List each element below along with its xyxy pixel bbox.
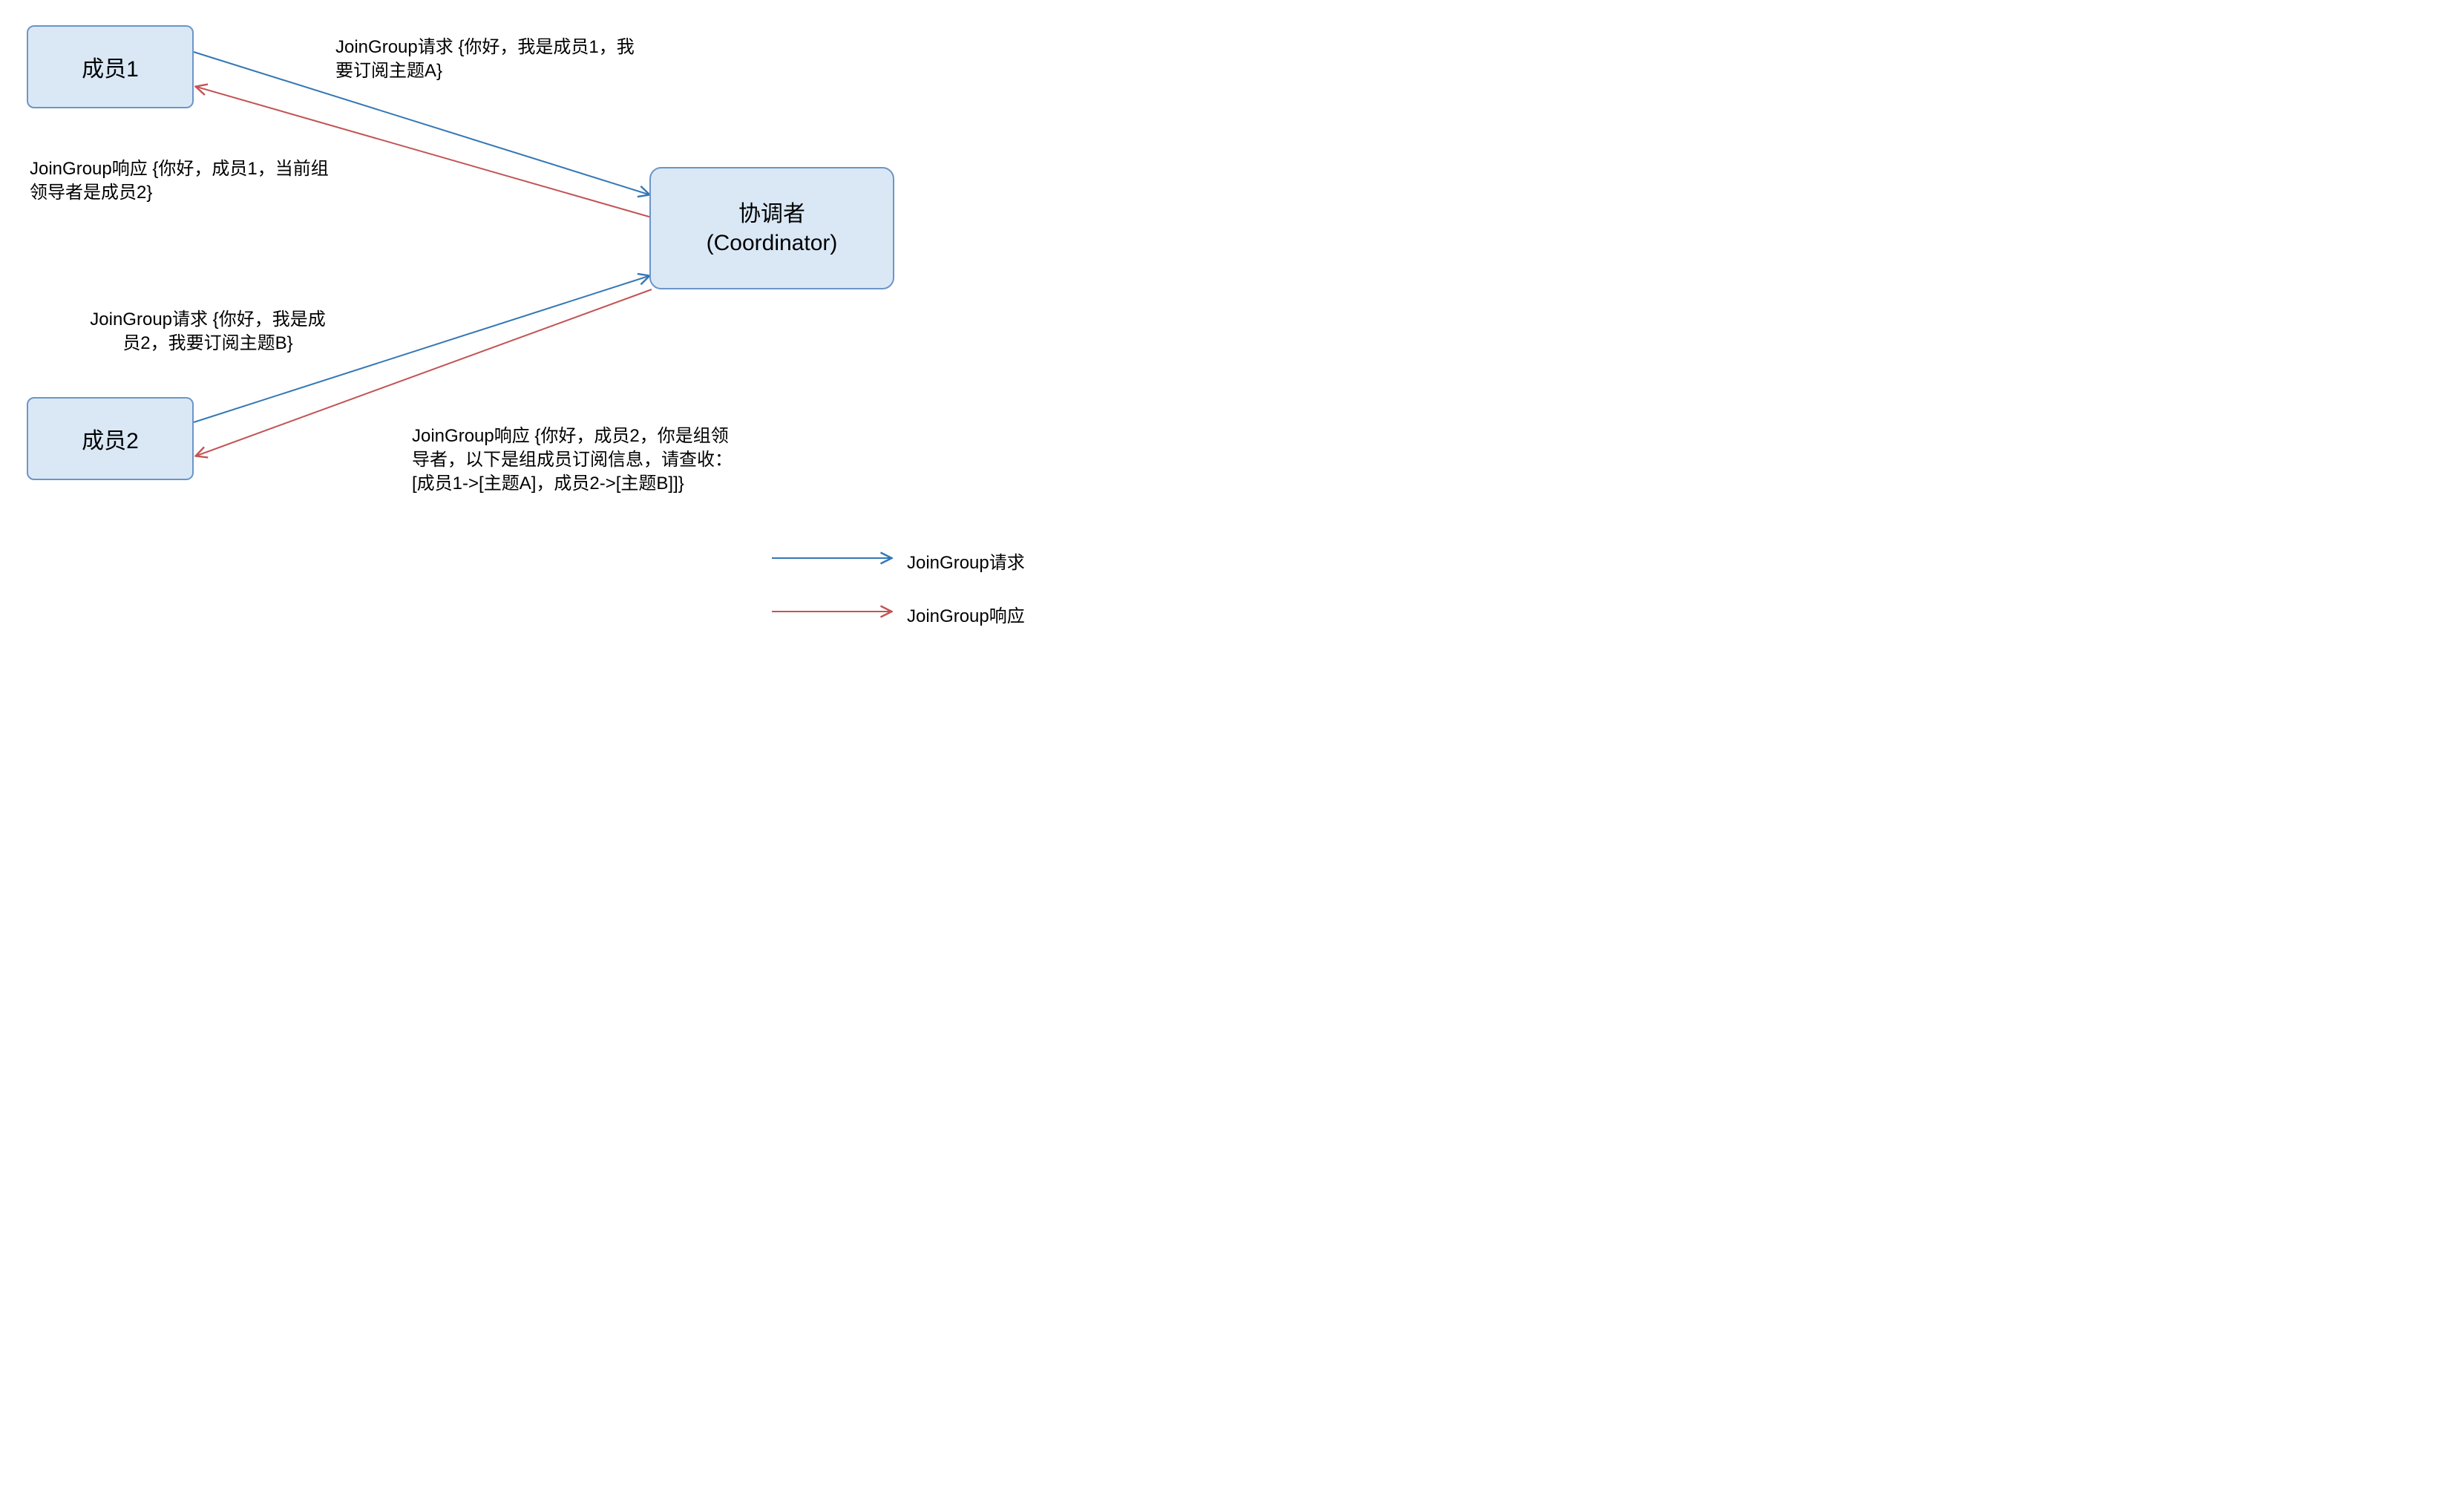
- label-line: JoinGroup请求 {你好，我是成: [74, 308, 341, 332]
- legend-response-text: JoinGroup响应: [907, 601, 1025, 627]
- label-line: 员2，我要订阅主题B}: [74, 332, 341, 355]
- label-line: JoinGroup响应 {你好，成员2，你是组领: [412, 425, 733, 448]
- label-line: JoinGroup响应 {你好，成员1，当前组: [30, 157, 329, 181]
- label-m2-response: JoinGroup响应 {你好，成员2，你是组领 导者，以下是组成员订阅信息，请…: [412, 425, 733, 496]
- label-m1-request: JoinGroup请求 {你好，我是成员1，我 要订阅主题A}: [335, 36, 635, 83]
- node-member2: 成员2: [27, 397, 194, 480]
- node-coordinator: 协调者 (Coordinator): [649, 167, 894, 289]
- node-coordinator-label-1: 协调者: [738, 200, 805, 229]
- label-m1-response: JoinGroup响应 {你好，成员1，当前组 领导者是成员2}: [30, 157, 329, 205]
- node-member1: 成员1: [27, 25, 194, 108]
- label-m2-request: JoinGroup请求 {你好，我是成 员2，我要订阅主题B}: [74, 308, 341, 355]
- diagram-canvas: 成员1 成员2 协调者 (Coordinator) JoinGroup请求 {你…: [0, 0, 1143, 690]
- label-line: JoinGroup请求 {你好，我是成员1，我: [335, 36, 635, 59]
- node-coordinator-label-2: (Coordinator): [707, 229, 838, 258]
- legend-request-text: JoinGroup请求: [907, 548, 1025, 574]
- label-line: 领导者是成员2}: [30, 181, 329, 205]
- node-member1-label: 成员1: [82, 50, 139, 83]
- label-line: [成员1->[主题A]，成员2->[主题B]]}: [412, 472, 733, 496]
- label-line: 导者，以下是组成员订阅信息，请查收：: [412, 448, 733, 472]
- label-line: 要订阅主题A}: [335, 59, 635, 83]
- node-member2-label: 成员2: [82, 422, 139, 455]
